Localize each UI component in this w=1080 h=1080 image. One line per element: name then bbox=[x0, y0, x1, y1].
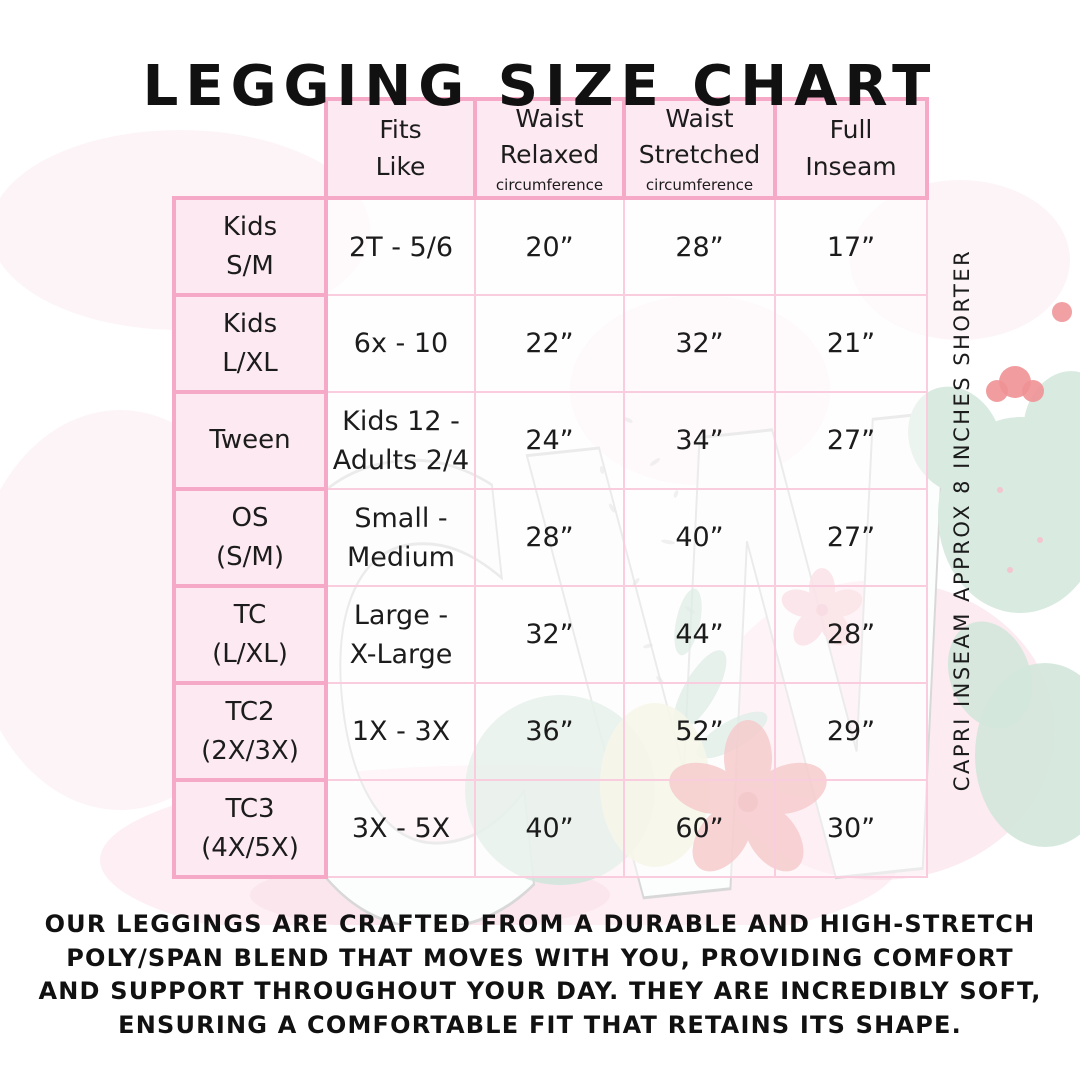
column-header-waist-stretched: Waist Stretched circumference bbox=[622, 96, 777, 201]
column-header-sublabel: circumference bbox=[645, 175, 754, 194]
full-inseam-value: 28” bbox=[774, 585, 928, 685]
waist-relaxed-value: 40” bbox=[474, 779, 625, 879]
waist-stretched-value: 28” bbox=[623, 197, 776, 297]
row-label: Kids S/M bbox=[172, 196, 328, 298]
waist-stretched-value: 32” bbox=[623, 294, 776, 394]
column-header-label: Waist Relaxed bbox=[499, 104, 600, 170]
description-line: ENSURING A COMFORTABLE FIT THAT RETAINS … bbox=[118, 1010, 962, 1039]
fits-like-value: 6x - 10 bbox=[325, 294, 476, 394]
description-line: AND SUPPORT THROUGHOUT YOUR DAY. THEY AR… bbox=[38, 977, 1042, 1006]
description-line: OUR LEGGINGS ARE CRAFTED FROM A DURABLE … bbox=[44, 910, 1036, 938]
row-label: TC2 (2X/3X) bbox=[172, 681, 328, 783]
waist-stretched-value: 34” bbox=[623, 391, 776, 491]
waist-relaxed-value: 32” bbox=[474, 585, 625, 685]
column-header-full-inseam: Full Inseam bbox=[773, 96, 929, 201]
column-header-label: Fits Like bbox=[375, 115, 426, 181]
row-label: TC (L/XL) bbox=[172, 584, 328, 686]
table-row-os: OS (S/M) Small - Medium 28” 40” 27” bbox=[172, 487, 928, 589]
waist-stretched-value: 44” bbox=[623, 585, 776, 685]
full-inseam-value: 17” bbox=[774, 197, 928, 297]
table-row-tween: Tween Kids 12 - Adults 2/4 24” 34” 27” bbox=[172, 390, 928, 492]
row-label: OS (S/M) bbox=[172, 487, 328, 589]
fits-like-value: 3X - 5X bbox=[325, 779, 476, 879]
column-header-label: Full Inseam bbox=[805, 115, 897, 181]
fits-like-value: 1X - 3X bbox=[325, 682, 476, 782]
table-row-kids-sm: Kids S/M 2T - 5/6 20” 28” 17” bbox=[172, 196, 928, 298]
size-chart-table: Fits Like Waist Relaxed circumference Wa… bbox=[172, 96, 929, 880]
waist-relaxed-value: 24” bbox=[474, 391, 625, 491]
waist-relaxed-value: 36” bbox=[474, 682, 625, 782]
waist-relaxed-value: 22” bbox=[474, 294, 625, 394]
full-inseam-value: 30” bbox=[774, 779, 928, 879]
waist-relaxed-value: 20” bbox=[474, 197, 625, 297]
header-row: Fits Like Waist Relaxed circumference Wa… bbox=[174, 96, 929, 201]
table-row-tc: TC (L/XL) Large - X-Large 32” 44” 28” bbox=[172, 584, 928, 686]
waist-stretched-value: 60” bbox=[623, 779, 776, 879]
full-inseam-value: 29” bbox=[774, 682, 928, 782]
capri-inseam-note: CAPRI INSEAM APPROX 8 INCHES SHORTER bbox=[950, 248, 974, 792]
full-inseam-value: 21” bbox=[774, 294, 928, 394]
fits-like-value: 2T - 5/6 bbox=[325, 197, 476, 297]
row-label: Tween bbox=[172, 390, 328, 492]
product-description: OUR LEGGINGS ARE CRAFTED FROM A DURABLE … bbox=[35, 908, 1045, 1042]
column-header-label: Waist Stretched bbox=[638, 104, 761, 170]
description-line: POLY/SPAN BLEND THAT MOVES WITH YOU, PRO… bbox=[66, 943, 1014, 972]
column-header-sublabel: circumference bbox=[495, 175, 604, 194]
waist-stretched-value: 52” bbox=[623, 682, 776, 782]
fits-like-value: Small - Medium bbox=[325, 488, 476, 588]
table-row-kids-lxl: Kids L/XL 6x - 10 22” 32” 21” bbox=[172, 293, 928, 395]
column-header-fits-like: Fits Like bbox=[324, 96, 477, 201]
column-header-waist-relaxed: Waist Relaxed circumference bbox=[473, 96, 626, 201]
full-inseam-value: 27” bbox=[774, 488, 928, 588]
waist-relaxed-value: 28” bbox=[474, 488, 625, 588]
table-row-tc2: TC2 (2X/3X) 1X - 3X 36” 52” 29” bbox=[172, 681, 928, 783]
table-row-tc3: TC3 (4X/5X) 3X - 5X 40” 60” 30” bbox=[172, 778, 928, 880]
page-title: LEGGING SIZE CHART bbox=[142, 53, 938, 119]
fits-like-value: Kids 12 - Adults 2/4 bbox=[325, 391, 476, 491]
full-inseam-value: 27” bbox=[774, 391, 928, 491]
waist-stretched-value: 40” bbox=[623, 488, 776, 588]
row-label: TC3 (4X/5X) bbox=[172, 778, 328, 880]
row-label: Kids L/XL bbox=[172, 293, 328, 395]
fits-like-value: Large - X-Large bbox=[325, 585, 476, 685]
